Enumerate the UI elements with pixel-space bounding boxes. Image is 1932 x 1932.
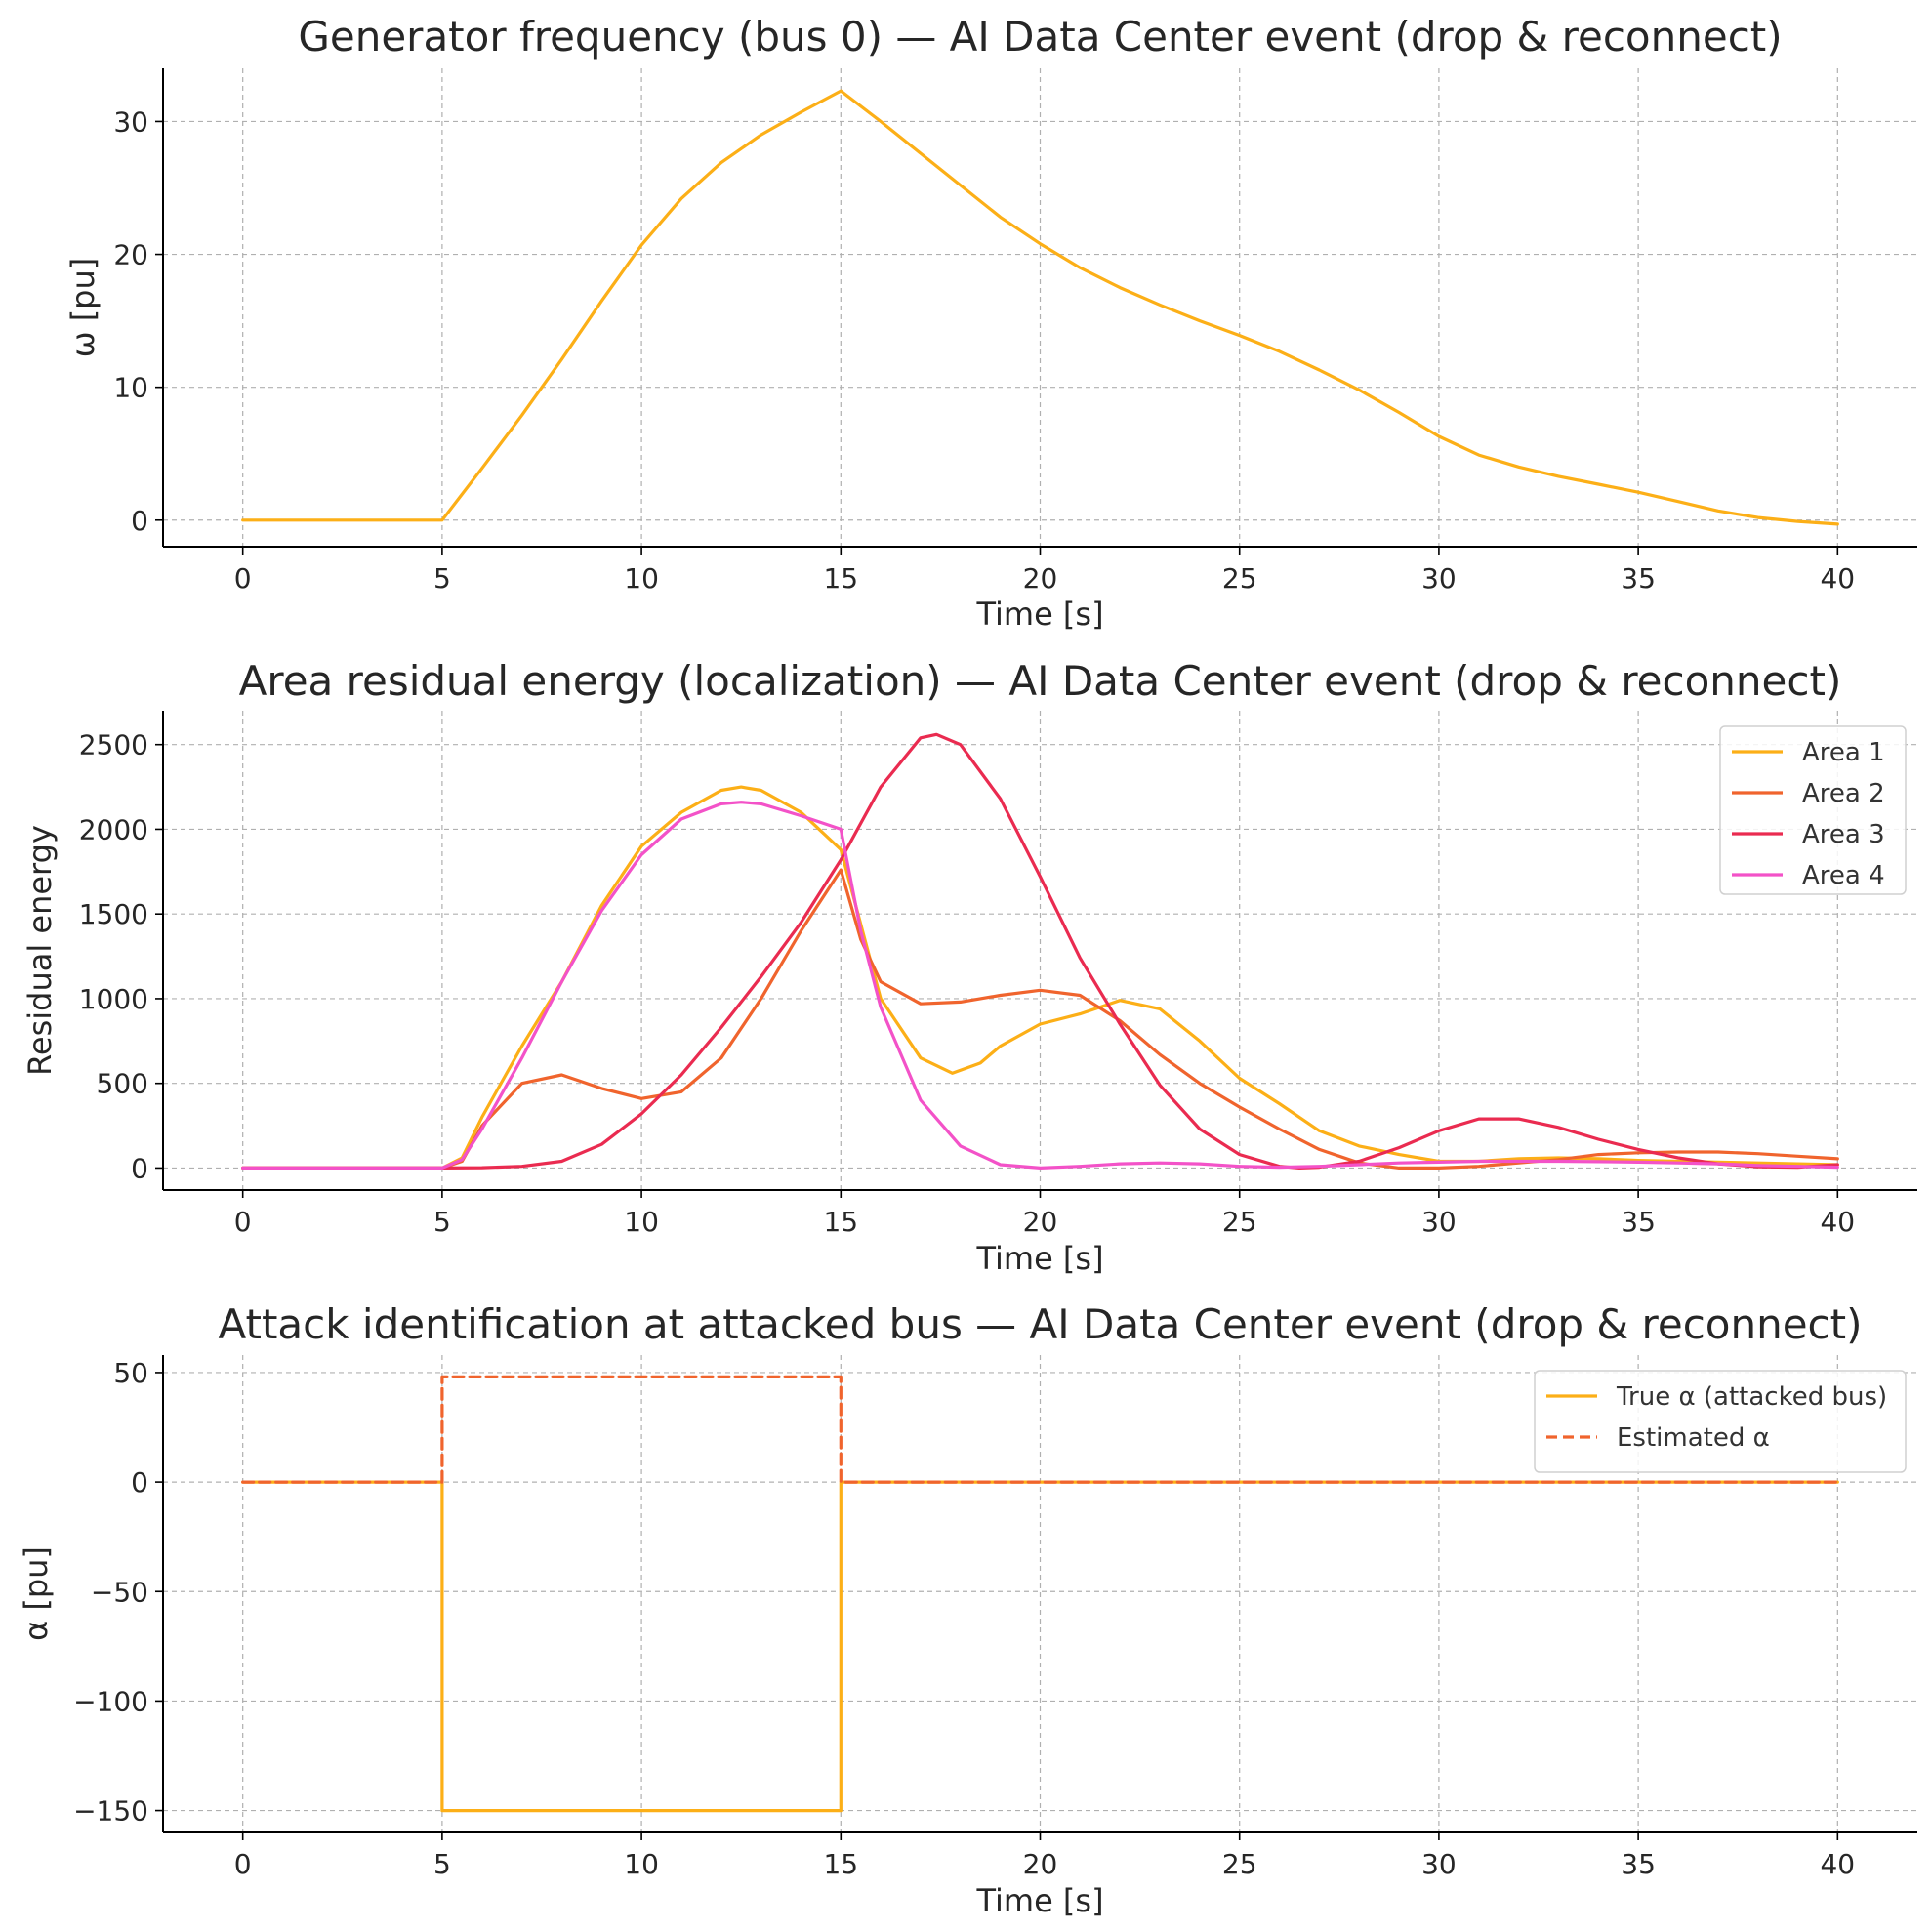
legend-frame — [1719, 725, 1907, 895]
legend-label: Area 2 — [1802, 779, 1885, 808]
y-axis-label: α [pu] — [18, 1546, 55, 1641]
series-line-2 — [241, 868, 1839, 1170]
y-tick-label: 0 — [131, 1466, 148, 1499]
legend-label: Area 1 — [1802, 738, 1885, 767]
x-axis-label: Time [s] — [975, 1240, 1103, 1277]
y-tick-label: 0 — [131, 1152, 148, 1184]
y-tick-label: 1500 — [79, 898, 148, 930]
x-tick-label: 10 — [624, 562, 659, 595]
x-tick-label: 35 — [1621, 1848, 1656, 1880]
y-tick-label: 50 — [113, 1357, 148, 1389]
x-tick-label: 0 — [234, 562, 252, 595]
grid — [163, 68, 1917, 547]
y-tick-label: 500 — [97, 1068, 148, 1100]
series-line-1 — [241, 89, 1839, 526]
series-line-2 — [241, 1375, 1839, 1484]
x-tick-label: 25 — [1222, 562, 1257, 595]
chart-title: Attack identification at attacked bus — … — [218, 1300, 1862, 1348]
x-tick-label: 5 — [433, 1848, 451, 1880]
chart-panel-3: 0 5 10 15 20 25 30 35 40 −150 −100 −50 0 50 Attack ide… — [18, 1300, 1917, 1919]
x-tick-label: 40 — [1820, 1848, 1855, 1880]
legend-frame — [1534, 1370, 1907, 1473]
y-tick-label: 20 — [113, 239, 148, 271]
legend-label: True α (attacked bus) — [1616, 1382, 1887, 1412]
y-tick-label: −150 — [73, 1795, 148, 1828]
series-line-3 — [241, 732, 1839, 1170]
x-tick-label: 20 — [1023, 1206, 1058, 1238]
x-tick-label: 30 — [1421, 1206, 1457, 1238]
y-tick-label: 30 — [113, 105, 148, 138]
legend-label: Estimated α — [1617, 1423, 1770, 1453]
legend-label: Area 3 — [1802, 820, 1885, 849]
y-tick-label: −100 — [73, 1685, 148, 1717]
x-tick-label: 30 — [1421, 1848, 1457, 1880]
x-tick-label: 20 — [1023, 1848, 1058, 1880]
chart-title: Generator frequency (bus 0) — AI Data Ce… — [298, 13, 1782, 61]
legend: Area 1 Area 2 Area 3 Area 4 — [1719, 725, 1907, 895]
x-axis-label: Time [s] — [975, 596, 1103, 633]
y-axis-label: ω [pu] — [64, 258, 102, 358]
x-tick-label: 35 — [1621, 562, 1656, 595]
x-tick-label: 25 — [1222, 1206, 1257, 1238]
y-tick-label: 1000 — [79, 983, 148, 1015]
x-tick-label: 25 — [1222, 1848, 1257, 1880]
y-tick-label: 10 — [113, 372, 148, 404]
x-tick-label: 15 — [823, 1848, 858, 1880]
legend-label: Area 4 — [1802, 861, 1885, 890]
y-tick-label: −50 — [91, 1576, 148, 1608]
chart-title: Area residual energy (localization) — AI… — [239, 657, 1842, 705]
x-tick-label: 35 — [1621, 1206, 1656, 1238]
x-tick-label: 0 — [234, 1206, 252, 1238]
x-tick-label: 10 — [624, 1206, 659, 1238]
y-tick-label: 2000 — [79, 813, 148, 845]
chart-panel-1: 0 5 10 15 20 25 30 35 40 0 10 20 30 Generator frequen… — [64, 13, 1917, 633]
x-tick-label: 0 — [234, 1848, 252, 1880]
y-tick-label: 2500 — [79, 729, 148, 761]
y-tick-label: 0 — [131, 505, 148, 537]
x-tick-label: 40 — [1820, 562, 1855, 595]
x-tick-label: 15 — [823, 1206, 858, 1238]
chart-panel-2: 0 5 10 15 20 25 30 35 40 0 500 1000 1500 2000 2500 Area… — [21, 657, 1917, 1277]
series-line-4 — [241, 801, 1839, 1170]
x-tick-label: 40 — [1820, 1206, 1855, 1238]
x-tick-label: 5 — [433, 562, 451, 595]
grid — [163, 711, 1917, 1190]
x-tick-label: 20 — [1023, 562, 1058, 595]
x-tick-label: 10 — [624, 1848, 659, 1880]
legend: True α (attacked bus) Estimated α — [1534, 1370, 1907, 1473]
x-tick-label: 30 — [1421, 562, 1457, 595]
x-axis-label: Time [s] — [975, 1882, 1103, 1919]
x-tick-label: 5 — [433, 1206, 451, 1238]
x-tick-label: 15 — [823, 562, 858, 595]
y-axis-label: Residual energy — [21, 825, 59, 1076]
